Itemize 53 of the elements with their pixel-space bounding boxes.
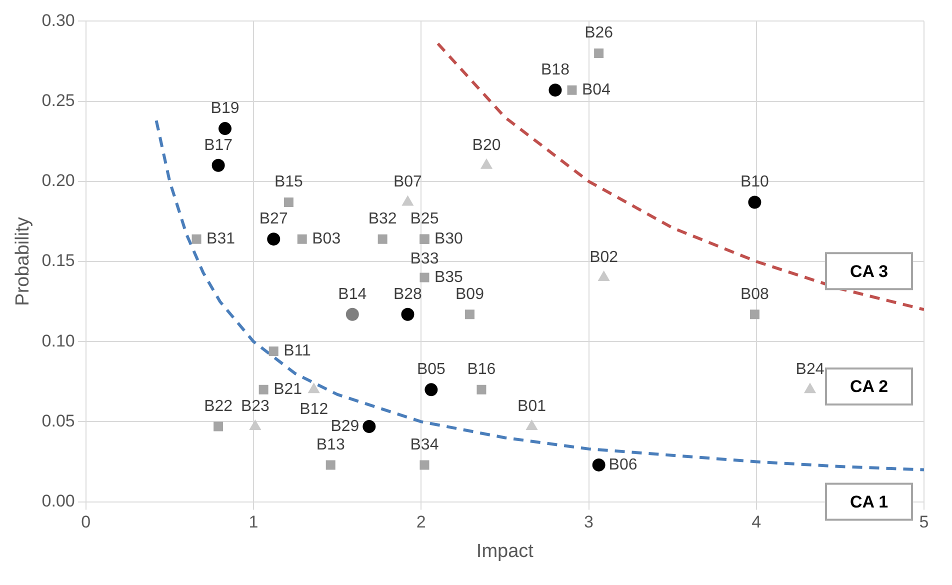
data-label: B27: [259, 210, 288, 228]
data-label: B14: [338, 286, 367, 303]
data-label: B07: [393, 174, 422, 191]
x-tick-label: 1: [248, 512, 258, 532]
y-axis-title: Probability: [12, 216, 34, 306]
data-label: B12: [300, 401, 328, 418]
data-label: B35: [434, 268, 464, 286]
data-label: B04: [582, 81, 611, 98]
y-tick-label: 0.15: [42, 251, 75, 270]
y-tick-label: 0.10: [42, 331, 75, 350]
data-label: B15: [274, 174, 304, 191]
data-label: B24: [796, 361, 824, 378]
data-label: B26: [584, 24, 614, 42]
data-label: B31: [206, 230, 236, 248]
data-label: B25: [410, 210, 439, 228]
data-label: B32: [368, 210, 397, 228]
x-tick-label: 2: [416, 512, 426, 532]
data-label: B33: [410, 250, 439, 268]
data-label: B16: [467, 361, 496, 378]
data-label: B29: [330, 418, 360, 435]
data-label: B13: [316, 436, 345, 454]
data-label: B30: [434, 230, 464, 248]
data-label: B34: [410, 436, 439, 454]
x-axis-title: Impact: [476, 540, 534, 562]
data-label: B17: [204, 136, 233, 154]
annotation: CA 2: [850, 377, 888, 396]
y-tick-label: 0.00: [42, 491, 75, 510]
y-tick-label: 0.25: [42, 90, 75, 110]
data-label: B11: [284, 342, 312, 360]
y-tick-label: 0.20: [42, 171, 75, 190]
annotation: CA 1: [850, 492, 888, 512]
data-label: B28: [393, 286, 422, 303]
x-tick-label: 4: [752, 512, 762, 532]
y-tick-label: 0.05: [42, 411, 75, 430]
data-label: B05: [416, 361, 446, 378]
data-label: B19: [210, 100, 240, 117]
x-tick-label: 5: [919, 512, 929, 532]
data-label: B06: [608, 456, 638, 474]
data-label: B09: [456, 286, 484, 303]
annotation: CA 3: [850, 262, 888, 281]
x-tick-label: 3: [584, 512, 594, 532]
data-label: B10: [740, 174, 770, 191]
data-label: B02: [590, 248, 618, 266]
data-label: B21: [274, 381, 302, 398]
data-label: B23: [240, 398, 270, 415]
data-label: B01: [518, 398, 546, 415]
data-label: B22: [204, 398, 233, 415]
x-tick-label: 0: [81, 512, 91, 532]
data-label: B08: [740, 286, 770, 303]
data-label: B20: [472, 136, 501, 154]
data-label: B03: [312, 230, 341, 248]
data-label: B18: [540, 61, 570, 78]
y-tick-label: 0.30: [42, 10, 75, 30]
